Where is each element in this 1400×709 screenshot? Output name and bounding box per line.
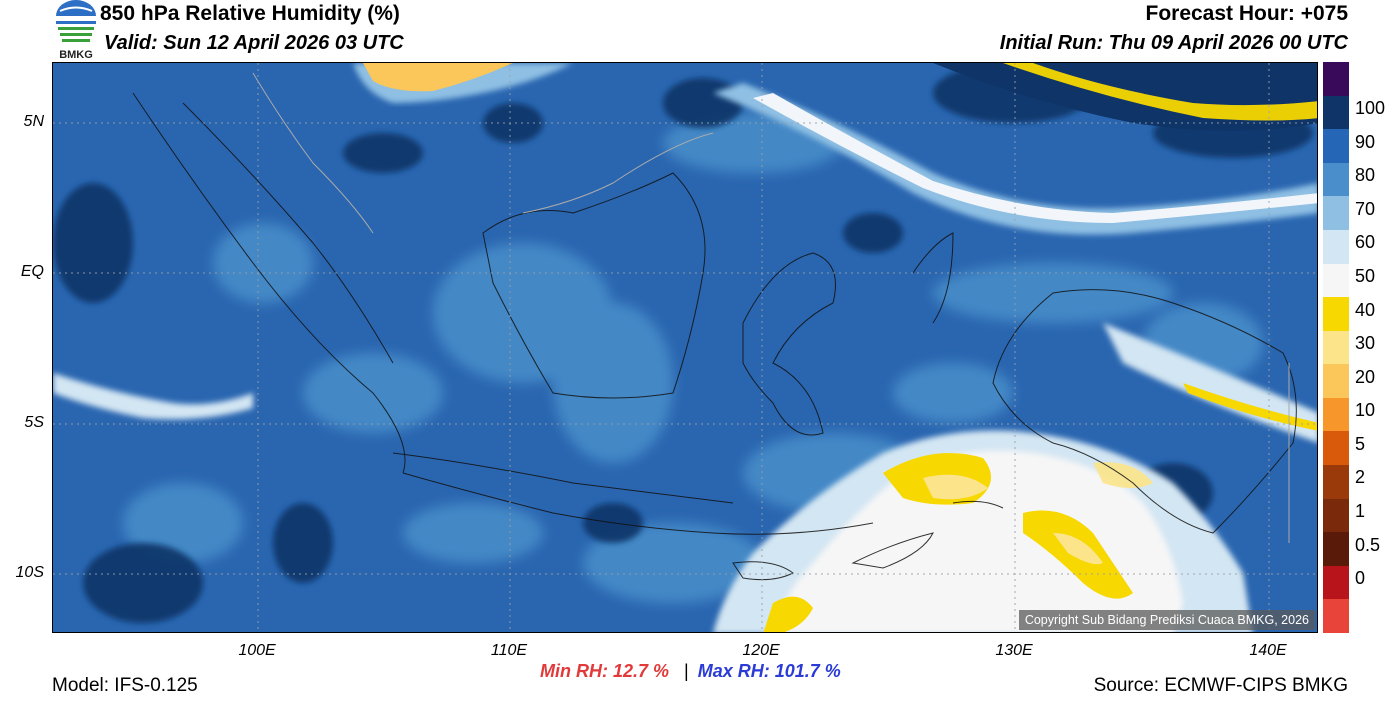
colorbar-segment — [1323, 532, 1349, 567]
forecast-hour: Forecast Hour: +075 — [1145, 2, 1349, 25]
initial-run: Initial Run: Thu 09 April 2026 00 UTC — [999, 32, 1348, 54]
colorbar-segment — [1323, 364, 1349, 399]
colorbar-segment — [1323, 297, 1349, 332]
colorbar-segment — [1323, 397, 1349, 432]
lon-label-120e: 120E — [742, 642, 780, 659]
colorbar-label: 0.5 — [1355, 534, 1381, 555]
colorbar-segment — [1323, 95, 1349, 130]
valid-time: Valid: Sun 12 April 2026 03 UTC — [104, 32, 404, 54]
colorbar-label: 1 — [1355, 501, 1366, 522]
colorbar-segment — [1323, 229, 1349, 265]
min-max-separator: | — [684, 661, 689, 681]
model-info: Model: IFS-0.125 — [52, 675, 198, 696]
colorbar — [1323, 62, 1349, 634]
colorbar-label: 2 — [1355, 467, 1366, 488]
logo-text: BMKG — [59, 49, 93, 61]
colorbar-label: 80 — [1355, 165, 1376, 186]
lon-label-130e: 130E — [995, 642, 1033, 659]
colorbar-segment — [1323, 599, 1349, 634]
copyright-notice: Copyright Sub Bidang Prediksi Cuaca BMKG… — [1018, 610, 1315, 630]
source-info: Source: ECMWF-CIPS BMKG — [1093, 675, 1348, 696]
humidity-map: Copyright Sub Bidang Prediksi Cuaca BMKG… — [52, 62, 1318, 633]
colorbar-segment — [1323, 196, 1349, 231]
colorbar-label: 30 — [1355, 333, 1376, 354]
colorbar-segment — [1323, 330, 1349, 365]
colorbar-label: 60 — [1355, 232, 1376, 253]
colorbar-segment — [1323, 62, 1349, 97]
max-rh: Max RH: 101.7 % — [697, 661, 841, 681]
lat-label-eq: EQ — [20, 263, 44, 280]
colorbar-segment — [1323, 263, 1349, 298]
colorbar-label: 100 — [1355, 98, 1386, 119]
colorbar-label: 0 — [1355, 568, 1366, 589]
humidity-field — [53, 63, 1317, 632]
colorbar-label: 90 — [1355, 131, 1376, 152]
min-rh: Min RH: 12.7 % — [540, 661, 670, 681]
lon-label-140e: 140E — [1249, 642, 1287, 659]
colorbar-segment — [1323, 465, 1349, 500]
lon-label-110e: 110E — [490, 642, 528, 659]
colorbar-segment — [1323, 498, 1349, 533]
colorbar-label: 5 — [1355, 433, 1366, 454]
colorbar-label: 10 — [1355, 400, 1376, 421]
colorbar-segment — [1323, 431, 1349, 466]
colorbar-segment — [1323, 129, 1349, 164]
colorbar-label: 50 — [1355, 265, 1376, 286]
lat-label-5s: 5S — [24, 414, 44, 431]
lat-label-10s: 10S — [15, 564, 44, 581]
lon-label-100e: 100E — [238, 642, 276, 659]
colorbar-segment — [1323, 565, 1349, 600]
colorbar-label: 40 — [1355, 299, 1376, 320]
colorbar-label: 70 — [1355, 198, 1376, 219]
chart-title: 850 hPa Relative Humidity (%) — [100, 2, 400, 25]
min-max-rh: Min RH: 12.7 % | Max RH: 101.7 % — [540, 661, 841, 682]
colorbar-segment — [1323, 162, 1349, 197]
colorbar-label: 20 — [1355, 366, 1376, 387]
lat-label-5n: 5N — [23, 113, 44, 130]
bmkg-logo: BMKG — [56, 0, 96, 61]
